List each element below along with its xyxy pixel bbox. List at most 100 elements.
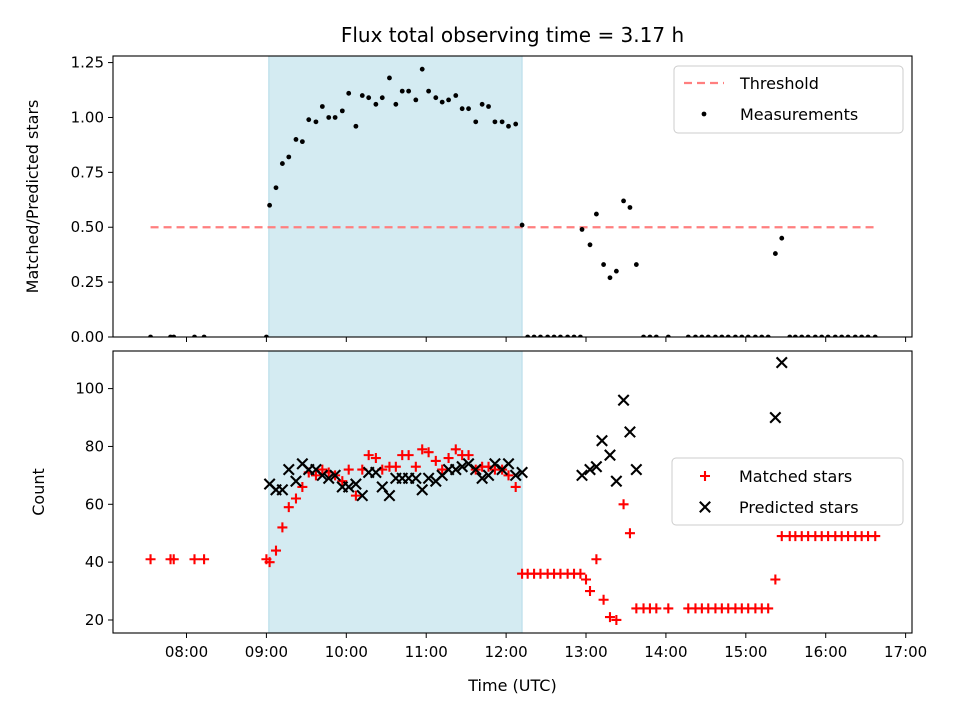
matched-star-point-6 (264, 557, 275, 568)
matched-star-point-4 (199, 554, 210, 565)
predicted-star-point-4 (290, 475, 302, 488)
predicted-star-point-29 (456, 460, 469, 473)
series-predicted-stars (263, 356, 788, 502)
predicted-star-point-10 (329, 469, 342, 482)
measurement-point-54 (579, 227, 585, 232)
matched-star-point-29 (417, 444, 428, 455)
x-axis-label: Time (UTC) (467, 676, 556, 695)
y-tick-label-5: 1.25 (71, 54, 104, 72)
measurement-point-45 (525, 334, 531, 337)
measurement-point-93 (859, 334, 865, 337)
measurement-point-59 (613, 268, 619, 274)
legend-threshold-label: Threshold (739, 74, 819, 93)
measurement-point-19 (353, 123, 359, 129)
matched-star-point-33 (443, 453, 454, 464)
predicted-star-point-38 (516, 466, 529, 479)
y-tick-label-0: 0.00 (71, 328, 104, 346)
measurement-point-12 (306, 117, 312, 123)
measurement-point-30 (426, 88, 432, 94)
predicted-star-point-36 (502, 457, 515, 470)
matched-star-point-22 (370, 453, 381, 464)
measurement-point-68 (693, 334, 698, 337)
measurement-point-27 (406, 88, 412, 94)
measurement-point-63 (641, 334, 646, 337)
predicted-star-point-46 (624, 426, 636, 438)
y-tick-label-4: 1.00 (71, 108, 104, 126)
measurement-point-83 (792, 334, 798, 337)
measurement-point-82 (787, 334, 793, 337)
measurement-point-94 (865, 334, 871, 337)
measurement-point-3 (192, 334, 197, 337)
measurement-point-15 (326, 115, 332, 120)
measurement-point-53 (578, 334, 583, 337)
x-tick-label-4: 12:00 (484, 643, 527, 661)
measurement-point-46 (531, 334, 537, 337)
matched-star-point-25 (390, 461, 401, 472)
measurement-point-95 (872, 334, 878, 337)
measurement-point-89 (832, 334, 838, 337)
measurement-point-85 (805, 334, 811, 337)
predicted-star-point-8 (316, 469, 329, 482)
measurement-point-0 (148, 334, 153, 337)
predicted-star-point-17 (376, 480, 389, 493)
predicted-star-point-49 (775, 356, 788, 369)
predicted-star-point-23 (416, 483, 429, 496)
matched-star-point-27 (403, 450, 414, 461)
x-tick-label-7: 15:00 (724, 643, 767, 661)
matched-star-point-9 (283, 502, 294, 513)
measurement-point-81 (779, 235, 785, 241)
measurement-point-22 (373, 101, 379, 107)
measurement-point-61 (627, 205, 633, 210)
matched-star-point-31 (430, 455, 441, 466)
measurement-point-7 (273, 185, 279, 191)
measurement-point-37 (473, 119, 479, 125)
measurement-point-32 (439, 99, 445, 105)
measurement-point-35 (459, 106, 465, 112)
observing-span (268, 55, 523, 338)
matched-star-point-17 (337, 476, 348, 487)
x-tick-label-3: 11:00 (405, 643, 448, 661)
measurement-point-84 (799, 334, 805, 337)
measurement-point-13 (313, 119, 319, 125)
matched-star-point-65 (651, 603, 662, 614)
matched-star-point-2 (168, 554, 179, 565)
measurement-point-79 (765, 334, 771, 337)
measurement-point-62 (633, 262, 639, 267)
measurement-point-40 (492, 119, 498, 125)
measurement-point-48 (545, 334, 551, 337)
matched-star-point-3 (189, 554, 200, 565)
predicted-star-point-9 (322, 472, 335, 485)
measurement-point-70 (705, 334, 711, 337)
measurement-point-56 (593, 211, 599, 217)
matched-star-point-14 (317, 464, 328, 475)
x-tick-label-6: 14:00 (644, 643, 687, 661)
predicted-star-point-13 (349, 478, 362, 490)
measurement-point-9 (286, 154, 292, 160)
predicted-star-point-45 (617, 394, 630, 407)
measurement-point-42 (506, 123, 511, 129)
matched-star-point-59 (611, 614, 622, 625)
measurement-point-16 (332, 115, 338, 120)
predicted-star-point-44 (610, 475, 623, 488)
legend-matched-swatch (700, 471, 710, 481)
legend: Threshold Measurements (673, 65, 904, 134)
measurement-point-87 (819, 334, 825, 337)
measurement-point-10 (293, 137, 299, 142)
measurement-point-17 (339, 108, 345, 114)
matched-star-point-43 (510, 481, 521, 492)
measurement-point-91 (845, 334, 851, 337)
measurement-point-25 (393, 101, 399, 107)
y-tick-label-1: 0.25 (71, 273, 104, 291)
measurement-point-57 (601, 262, 606, 267)
axes-frame (112, 350, 913, 634)
measurement-point-4 (201, 334, 207, 337)
observing-span (268, 350, 523, 634)
measurement-point-51 (565, 334, 571, 337)
measurement-point-28 (413, 97, 419, 103)
legend: Matched stars Predicted stars (671, 457, 904, 526)
legend-box (673, 65, 904, 134)
axes-frame (112, 55, 913, 338)
matched-star-point-79 (763, 603, 774, 614)
measurement-point-41 (499, 119, 505, 125)
